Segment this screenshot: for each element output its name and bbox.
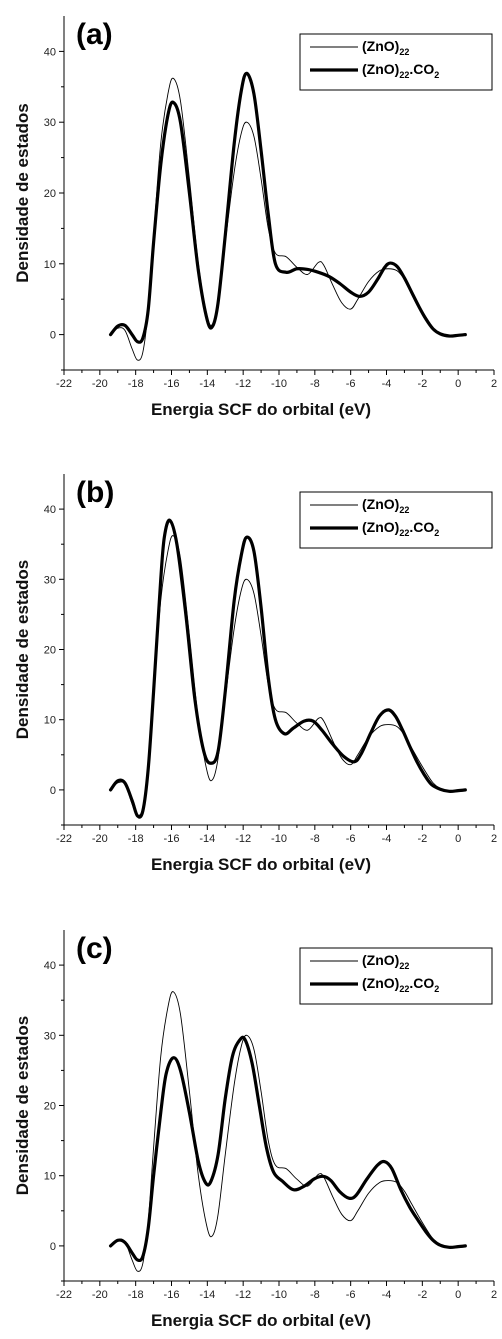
panel-label: (c) [76, 932, 113, 965]
panel-label: (b) [76, 476, 114, 509]
x-tick-label: -6 [346, 833, 356, 845]
y-axis-label: Densidade de estados [13, 1016, 32, 1196]
y-tick-label: 20 [44, 645, 56, 657]
legend-entry: (ZnO)22 [362, 952, 409, 971]
y-axis-label: Densidade de estados [13, 103, 32, 283]
x-tick-label: -22 [56, 1289, 72, 1301]
series-line-zno22 [110, 991, 466, 1272]
x-tick-label: -14 [199, 378, 215, 390]
x-tick-label: -14 [199, 1289, 215, 1301]
y-tick-label: 20 [44, 188, 56, 200]
y-tick-label: 30 [44, 574, 56, 586]
legend-box [299, 491, 493, 549]
x-tick-label: 0 [455, 378, 461, 390]
chart-panel-1: -22 -20 -18 -16 -14 -12 -10 -8 -6 -4 -2 0 2010203040… [13, 16, 497, 419]
chart-panel-3: -22 -20 -18 -16 -14 -12 -10 -8 -6 -4 -2 0 2010203040… [13, 930, 497, 1330]
x-tick-label: -8 [310, 1289, 320, 1301]
x-tick-label: -10 [271, 833, 287, 845]
y-axis-label: Densidade de estados [13, 560, 32, 740]
x-tick-label: -10 [271, 378, 287, 390]
x-tick-label: -16 [164, 833, 180, 845]
x-tick-label: -2 [417, 378, 427, 390]
x-tick-label: 2 [491, 1289, 497, 1301]
x-tick-label: -4 [382, 1289, 392, 1301]
legend-box [299, 947, 493, 1005]
x-tick-label: 0 [455, 833, 461, 845]
x-tick-label: 2 [491, 833, 497, 845]
x-tick-label: -8 [310, 378, 320, 390]
x-tick-label: 2 [491, 378, 497, 390]
y-tick-label: 30 [44, 117, 56, 129]
x-tick-label: 0 [455, 1289, 461, 1301]
x-tick-label: -2 [417, 1289, 427, 1301]
x-tick-label: -18 [128, 1289, 144, 1301]
y-tick-label: 40 [44, 960, 56, 972]
x-axis-label: Energia SCF do orbital (eV) [151, 400, 371, 419]
series-line-zno22-co2 [108, 1035, 467, 1263]
chart-panel-2: -22 -20 -18 -16 -14 -12 -10 -8 -6 -4 -2 0 2010203040… [13, 474, 497, 874]
x-axis-label: Energia SCF do orbital (eV) [151, 855, 371, 874]
x-tick-label: -6 [346, 1289, 356, 1301]
x-tick-label: -2 [417, 833, 427, 845]
legend-entry: (ZnO)22.CO2 [362, 61, 439, 80]
x-tick-label: -18 [128, 833, 144, 845]
legend-entry: (ZnO)22.CO2 [362, 975, 439, 994]
legend-entry: (ZnO)22.CO2 [362, 519, 439, 538]
y-tick-label: 30 [44, 1030, 56, 1042]
y-tick-label: 0 [50, 1241, 56, 1253]
x-tick-label: -4 [382, 833, 392, 845]
x-tick-label: -22 [56, 378, 72, 390]
panel-label: (a) [76, 18, 113, 51]
y-tick-label: 10 [44, 259, 56, 271]
x-axis-label: Energia SCF do orbital (eV) [151, 1311, 371, 1330]
y-tick-label: 40 [44, 46, 56, 58]
series-line-zno22-co2 [108, 71, 467, 344]
legend-box [299, 33, 493, 91]
y-tick-label: 10 [44, 715, 56, 727]
y-tick-label: 0 [50, 330, 56, 342]
x-tick-label: -6 [346, 378, 356, 390]
x-tick-label: -20 [92, 1289, 108, 1301]
x-tick-label: -16 [164, 378, 180, 390]
x-tick-label: -4 [382, 378, 392, 390]
y-tick-label: 10 [44, 1171, 56, 1183]
legend-entry: (ZnO)22 [362, 496, 409, 515]
x-tick-label: -18 [128, 378, 144, 390]
x-tick-label: -12 [235, 1289, 251, 1301]
x-tick-label: -20 [92, 378, 108, 390]
x-tick-label: -16 [164, 1289, 180, 1301]
x-tick-label: -12 [235, 378, 251, 390]
legend-entry: (ZnO)22 [362, 38, 409, 57]
x-tick-label: -10 [271, 1289, 287, 1301]
series-line-zno22-co2 [108, 518, 467, 819]
x-tick-label: -22 [56, 833, 72, 845]
x-tick-label: -14 [199, 833, 215, 845]
y-tick-label: 40 [44, 504, 56, 516]
x-tick-label: -8 [310, 833, 320, 845]
y-tick-label: 0 [50, 785, 56, 797]
legend: (ZnO)22 (ZnO)22.CO2 [299, 33, 493, 91]
x-tick-label: -20 [92, 833, 108, 845]
legend: (ZnO)22 (ZnO)22.CO2 [299, 491, 493, 549]
x-tick-label: -12 [235, 833, 251, 845]
y-tick-label: 20 [44, 1101, 56, 1113]
legend: (ZnO)22 (ZnO)22.CO2 [299, 947, 493, 1005]
